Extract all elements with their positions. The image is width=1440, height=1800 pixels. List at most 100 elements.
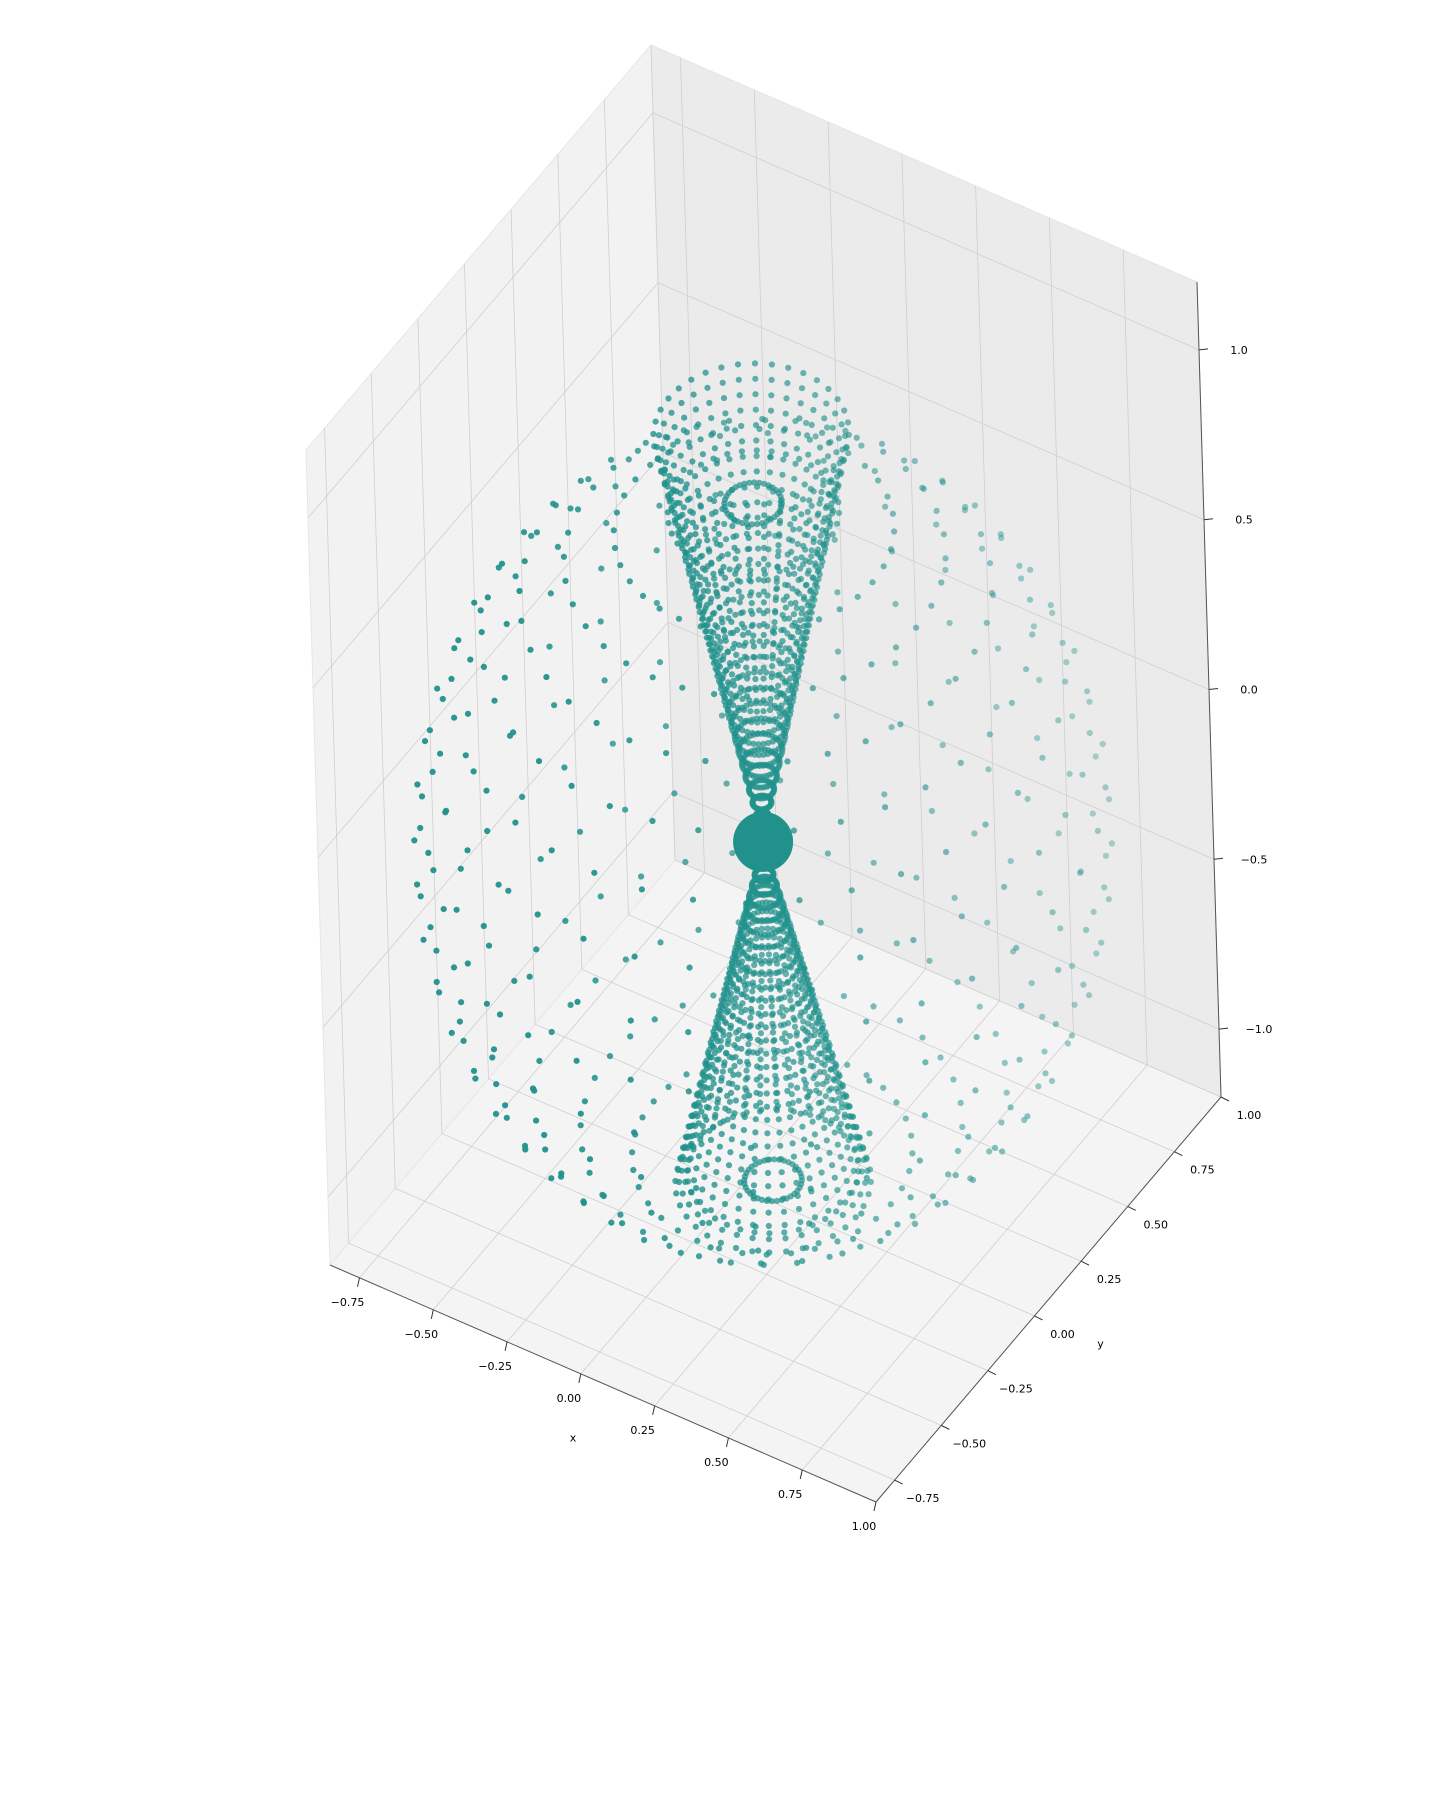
scatter-point	[728, 959, 736, 966]
scatter-point	[723, 1187, 730, 1195]
scatter-point	[451, 714, 458, 721]
scatter-point	[745, 1041, 752, 1048]
scatter-point	[842, 432, 849, 440]
scatter-point	[764, 1143, 771, 1150]
scatter-point	[901, 457, 908, 464]
scatter-point	[723, 981, 730, 988]
scatter-point	[804, 432, 811, 439]
scatter-point	[619, 1220, 626, 1227]
z-tick-label: 0.0	[1240, 684, 1258, 697]
scatter-point	[699, 1186, 706, 1193]
scatter-point	[548, 847, 555, 854]
scatter-point	[790, 827, 798, 834]
scatter-point	[688, 376, 695, 383]
scatter-point	[1059, 639, 1066, 646]
scatter-point	[561, 764, 568, 771]
scatter-point	[642, 439, 649, 446]
scatter-point	[812, 392, 819, 399]
scatter-point	[778, 649, 785, 656]
scatter-point	[470, 1067, 478, 1074]
scatter-point	[869, 579, 876, 586]
scatter-point	[606, 803, 613, 810]
scatter-point	[709, 1035, 716, 1042]
scatter-point	[760, 588, 768, 595]
scatter-point	[752, 686, 760, 694]
z-tick-label: −0.5	[1241, 853, 1268, 866]
tick-labels: −0.75−0.50−0.250.000.250.500.751.00−0.75…	[331, 344, 1273, 1533]
scatter-point	[756, 638, 763, 645]
scatter-point	[723, 1020, 730, 1027]
scatter-point	[770, 641, 777, 648]
scatter-point	[670, 462, 678, 469]
x-tick	[357, 1277, 361, 1287]
scatter-point	[792, 678, 800, 685]
scatter-point	[536, 1057, 543, 1064]
scatter-point	[593, 719, 600, 727]
scatter-point	[704, 537, 711, 544]
scatter-point	[699, 565, 707, 572]
scatter-point	[952, 1172, 959, 1179]
scatter-point	[749, 988, 756, 995]
scatter-point	[813, 549, 820, 557]
scatter-point	[735, 1071, 742, 1078]
scatter-point	[756, 607, 763, 614]
y-tick	[1080, 1260, 1090, 1266]
x-tick-label: −0.25	[478, 1360, 512, 1373]
scatter-point	[662, 459, 670, 466]
scatter-point	[719, 379, 726, 386]
scatter-point	[790, 1058, 797, 1065]
scatter-point	[705, 581, 712, 588]
scatter-point	[760, 621, 767, 628]
scatter-point	[962, 503, 969, 511]
scatter-point	[801, 623, 808, 630]
scatter-point	[824, 1073, 832, 1080]
scatter-point	[793, 588, 801, 595]
scatter-point	[776, 1129, 783, 1136]
scatter-point	[801, 1136, 808, 1143]
scatter-point	[724, 679, 732, 686]
scatter-point	[813, 584, 821, 591]
scatter-point	[787, 521, 794, 528]
scatter-point	[793, 1029, 801, 1036]
scatter-point	[699, 451, 707, 458]
scatter-point	[798, 605, 806, 612]
scatter-point	[761, 512, 768, 519]
scatter-point	[780, 1048, 787, 1055]
scatter-point	[730, 533, 737, 541]
scatter-point	[1018, 575, 1025, 582]
scatter-point	[740, 469, 747, 476]
scatter-point	[663, 750, 670, 757]
scatter-point	[621, 492, 628, 499]
scatter-point	[775, 1116, 782, 1123]
scatter-point	[792, 1166, 799, 1173]
scatter-point	[700, 1128, 707, 1136]
scatter-point	[737, 657, 744, 664]
scatter-point	[668, 409, 675, 416]
scatter-point	[796, 526, 803, 533]
scatter-point	[717, 490, 724, 497]
scatter-point	[511, 977, 518, 985]
scatter-point	[464, 847, 471, 854]
scatter-point	[765, 1196, 772, 1203]
scatter-point	[731, 640, 738, 648]
scatter-point	[802, 991, 809, 998]
scatter-point	[686, 469, 694, 476]
scatter-point	[828, 479, 835, 486]
scatter-point	[689, 896, 697, 903]
scatter-point	[716, 1245, 723, 1252]
scatter-point	[543, 674, 550, 681]
scatter-point	[884, 493, 891, 500]
scatter-point	[790, 690, 797, 697]
scatter-point	[692, 406, 700, 413]
scatter-point	[1007, 858, 1014, 865]
scatter-point	[743, 760, 750, 767]
scatter-point	[777, 509, 784, 516]
scatter-point	[677, 1249, 684, 1256]
scatter-point	[797, 1219, 804, 1226]
scatter-point	[731, 1062, 738, 1070]
scatter-point	[586, 1169, 593, 1176]
scatter-point	[730, 1123, 737, 1130]
scatter-point	[767, 701, 774, 708]
scatter-point	[1001, 1059, 1008, 1066]
scatter-point	[837, 1120, 845, 1127]
